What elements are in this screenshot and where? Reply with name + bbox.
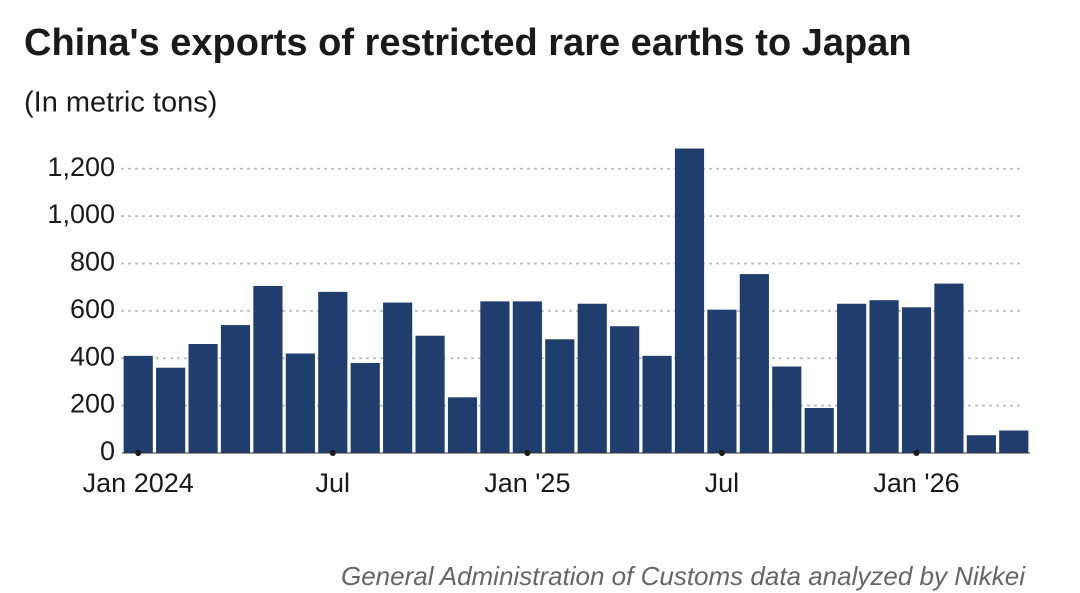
bar [610, 326, 640, 453]
chart-title: China's exports of restricted rare earth… [24, 22, 912, 64]
bar [869, 300, 899, 453]
bar [804, 407, 834, 453]
bar [674, 148, 705, 454]
y-tick-label: 600 [70, 294, 115, 324]
x-tick-label: Jan '25 [484, 468, 570, 498]
bar [512, 301, 542, 453]
bar [642, 355, 672, 453]
bar [966, 435, 996, 453]
x-tick-label: Jul [316, 468, 351, 498]
source: General Administration of Customs data a… [341, 561, 1026, 591]
bar [253, 285, 283, 453]
bar [156, 367, 186, 453]
y-tick-label: 1,000 [47, 199, 115, 229]
x-tick-label: Jan '26 [873, 468, 959, 498]
bar [577, 303, 607, 453]
bar [188, 344, 218, 453]
bar [837, 303, 867, 453]
bar [285, 353, 315, 453]
bar [707, 309, 737, 453]
bar [123, 355, 153, 453]
bar [383, 302, 413, 453]
y-tick-label: 800 [70, 247, 115, 277]
bar [934, 283, 964, 453]
bar [480, 301, 510, 453]
y-tick-label: 0 [100, 436, 115, 466]
bar [415, 335, 445, 453]
bar [739, 274, 769, 453]
bar [772, 366, 802, 453]
bar [220, 325, 251, 453]
bar [901, 307, 932, 453]
bar [350, 362, 380, 453]
bar [999, 430, 1029, 453]
bar [318, 291, 348, 453]
y-tick-label: 200 [70, 389, 115, 419]
y-tick-label: 400 [70, 341, 115, 371]
bar [447, 397, 478, 453]
bar [545, 339, 575, 453]
y-tick-label: 1,200 [47, 152, 115, 182]
x-tick-label: Jan 2024 [83, 468, 194, 498]
x-tick-label: Jul [705, 468, 740, 498]
chart-subtitle: (In metric tons) [24, 87, 217, 119]
